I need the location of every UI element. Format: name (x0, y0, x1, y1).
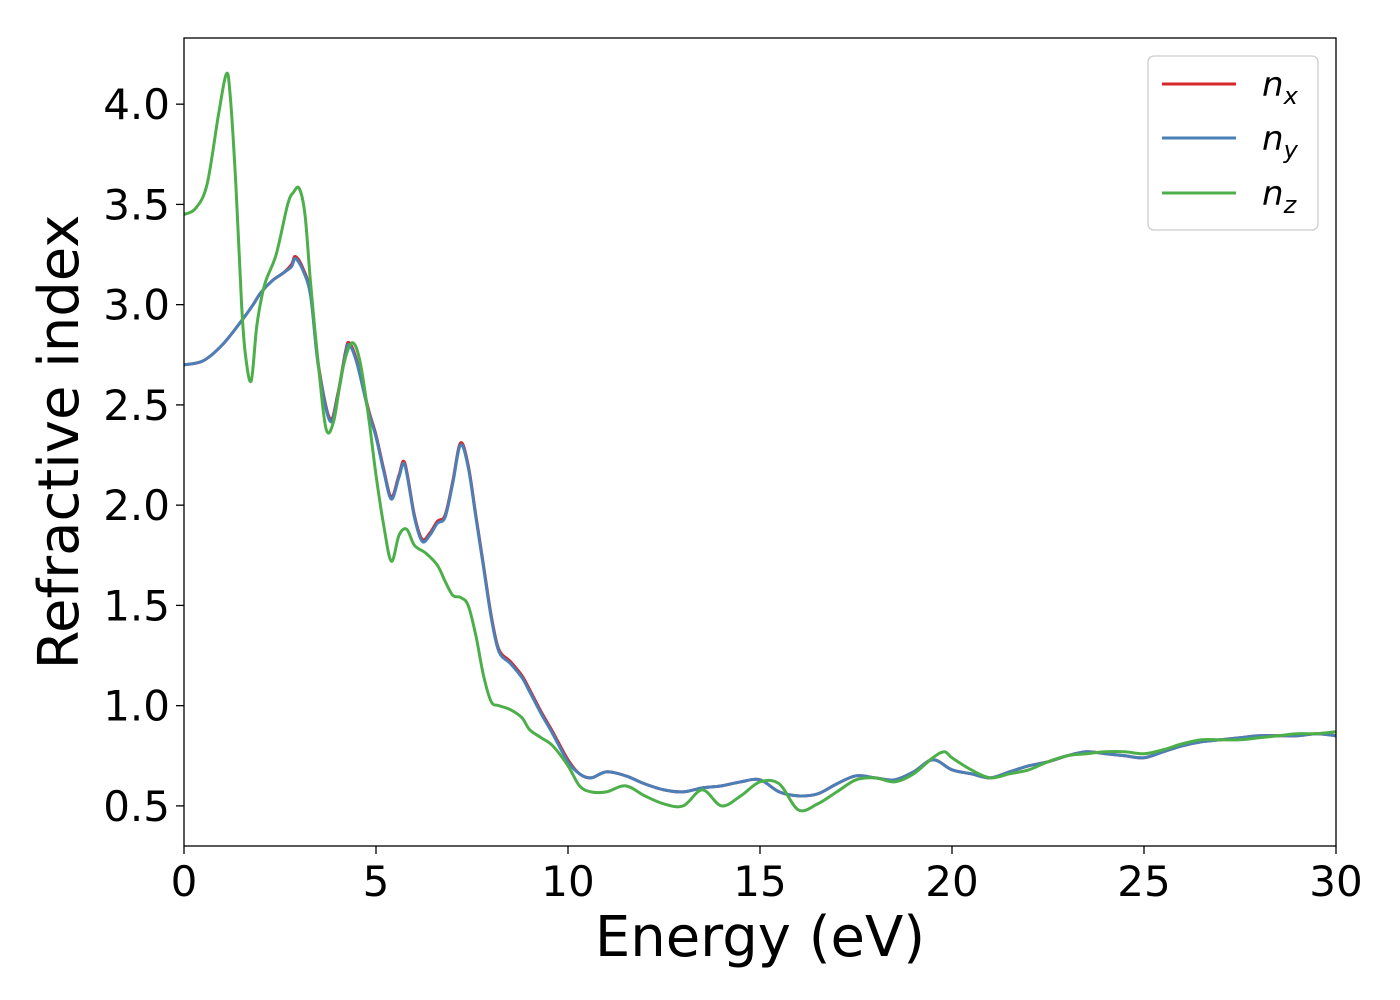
legend-label-nx: nx (1262, 65, 1299, 110)
y-tick-label: 1.0 (103, 682, 170, 731)
x-tick-label: 30 (1309, 857, 1362, 906)
legend-box (1147, 55, 1319, 231)
y-tick-label: 2.0 (103, 481, 170, 530)
y-tick-label: 3.0 (103, 281, 170, 330)
y-tick-label: 3.5 (103, 180, 170, 229)
series-line-nz (183, 71, 1337, 813)
x-tick-label: 15 (733, 857, 786, 906)
y-tick-label: 0.5 (103, 782, 170, 831)
x-tick-label: 0 (171, 857, 198, 906)
y-axis-title: Refractive index (27, 215, 92, 670)
x-axis-title: Energy (eV) (595, 905, 925, 970)
y-axis-ticks: 0.5 1.0 1.5 2.0 2.5 3.0 3.5 4.0 (103, 80, 184, 831)
x-tick-label: 20 (925, 857, 978, 906)
legend-label-ny: ny (1262, 119, 1299, 164)
legend: nx ny nz (1147, 55, 1319, 231)
x-tick-label: 5 (363, 857, 390, 906)
x-axis-ticks: 0 5 10 15 20 25 30 (171, 846, 1363, 906)
y-tick-label: 2.5 (103, 381, 170, 430)
y-tick-label: 1.5 (103, 581, 170, 630)
y-tick-label: 4.0 (103, 80, 170, 129)
x-tick-label: 25 (1117, 857, 1170, 906)
series-layer (183, 71, 1337, 813)
x-tick-label: 10 (541, 857, 594, 906)
legend-label-nz: nz (1262, 174, 1298, 219)
